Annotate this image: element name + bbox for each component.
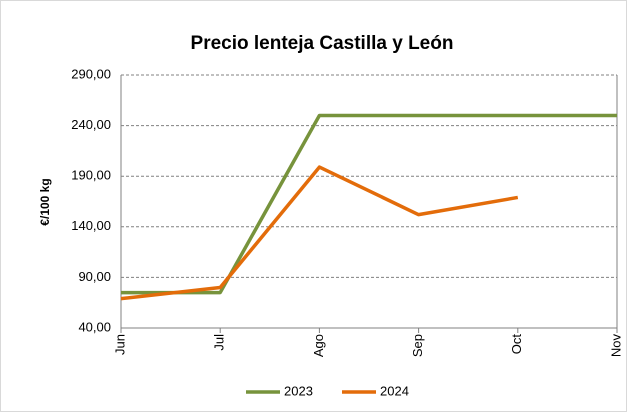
y-tick-label: 40,00 — [78, 319, 111, 334]
x-tick-label: Nov — [608, 334, 623, 358]
y-tick-label: 140,00 — [71, 218, 111, 233]
chart-title: Precio lenteja Castilla y León — [191, 33, 454, 54]
y-tick-label: 190,00 — [71, 168, 111, 183]
legend-label: 2023 — [284, 383, 313, 398]
x-tick-label: Oct — [509, 334, 524, 355]
x-tick-label: Jun — [112, 334, 127, 355]
x-tick-label: Ago — [311, 334, 326, 357]
series-line — [120, 165, 519, 301]
x-tick-label: Jul — [212, 334, 227, 351]
legend-label: 2024 — [380, 383, 409, 398]
y-tick-label: 90,00 — [78, 269, 111, 284]
y-axis-label: €/100 kg — [38, 178, 52, 225]
x-tick-label: Sep — [410, 334, 425, 357]
y-tick-label: 290,00 — [71, 66, 111, 81]
series-line — [121, 113, 617, 295]
y-tick-label: 240,00 — [71, 117, 111, 132]
